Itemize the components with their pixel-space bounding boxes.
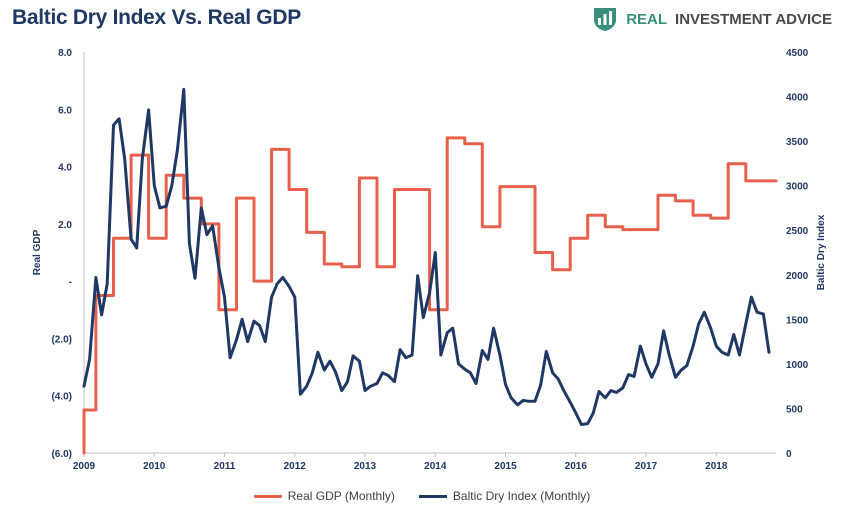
y-tick-label-right: 4000 [786, 93, 809, 104]
y-tick-label-right: 2000 [786, 271, 809, 282]
x-tick-label: 2013 [354, 461, 377, 472]
x-tick-label: 2017 [635, 461, 658, 472]
x-tick-label: 2014 [424, 461, 447, 472]
chart-title: Baltic Dry Index Vs. Real GDP [12, 6, 301, 29]
legend-item-bdi[interactable]: Baltic Dry Index (Monthly) [418, 489, 591, 503]
legend-label-bdi: Baltic Dry Index (Monthly) [452, 489, 591, 503]
x-tick-label: 2010 [143, 461, 166, 472]
y-tick-label-left: 6.0 [58, 105, 72, 116]
y-tick-label-right: 1000 [786, 360, 809, 371]
x-tick-label: 2009 [73, 461, 96, 472]
y-tick-label-right: 1500 [786, 315, 809, 326]
y-tick-label-left: 8.0 [58, 48, 72, 59]
brand-logo[interactable]: REAL INVESTMENT ADVICE [592, 6, 832, 32]
y-axis-title-right: Baltic Dry Index [816, 214, 827, 290]
y-tick-label-right: 3000 [786, 182, 809, 193]
y-tick-label-right: 0 [786, 449, 792, 460]
axes: 8.0 6.0 4.0 2.0 - (2.0) (4.0) (6.0) 4500 4000 3500… [32, 48, 827, 472]
series-line-real-gdp [82, 136, 778, 455]
legend-item-gdp[interactable]: Real GDP (Monthly) [253, 489, 395, 503]
legend-swatch-bdi [418, 494, 447, 498]
y-tick-label-left: (2.0) [51, 334, 72, 345]
legend: Real GDP (Monthly) Baltic Dry Index (Mon… [0, 489, 844, 503]
y-tick-label-right: 3500 [786, 137, 809, 148]
x-tick-label: 2012 [284, 461, 307, 472]
y-tick-label-left: 4.0 [58, 163, 72, 174]
x-tick-label: 2015 [494, 461, 517, 472]
y-tick-label-right: 2500 [786, 226, 809, 237]
x-tick-label: 2011 [214, 461, 236, 472]
y-axis-title-left: Real GDP [32, 229, 43, 275]
brand-name-rest: INVESTMENT ADVICE [675, 10, 832, 28]
y-tick-label-right: 500 [786, 404, 803, 415]
x-tick-label: 2018 [705, 461, 728, 472]
y-tick-label-left: (4.0) [51, 392, 72, 403]
y-tick-label-left: - [69, 277, 72, 288]
y-tick-label-left: (6.0) [51, 449, 72, 460]
legend-label-gdp: Real GDP (Monthly) [287, 489, 395, 503]
bar-chart-shield-icon [594, 8, 617, 31]
series-lines [82, 87, 778, 455]
legend-swatch-gdp [253, 494, 282, 498]
brand-name-real: REAL [626, 10, 668, 28]
y-tick-label-left: 2.0 [58, 220, 72, 231]
series-line-baltic-dry-index [82, 87, 771, 426]
y-tick-label-right: 4500 [786, 48, 809, 59]
x-tick-label: 2016 [565, 461, 588, 472]
